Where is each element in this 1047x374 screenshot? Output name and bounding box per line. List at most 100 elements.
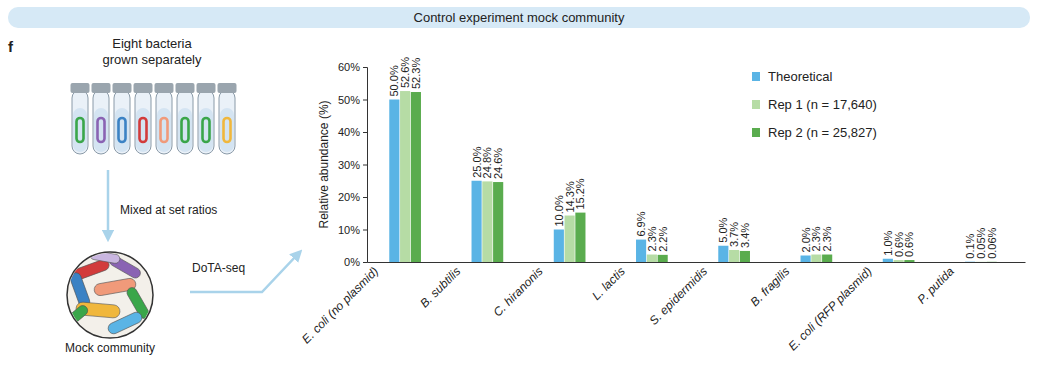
data-label: 24.6%: [492, 148, 504, 179]
bars: [389, 91, 996, 262]
y-tick-mark: [363, 165, 367, 166]
arrow: [190, 254, 298, 292]
legend-label: Rep 2 (n = 25,827): [768, 125, 877, 140]
tube-cap: [134, 83, 153, 93]
bar: [658, 255, 668, 262]
tube: [219, 90, 235, 154]
header-title: Control experiment mock community: [414, 10, 625, 25]
diagram-text: Mock community: [65, 341, 155, 355]
legend-swatch: [752, 72, 760, 81]
bar: [493, 182, 503, 262]
legend-item: Rep 2 (n = 25,827): [752, 125, 877, 140]
tube-liquid: [73, 108, 87, 152]
arrow: [107, 170, 110, 236]
x-tick: E. coli (no plasmid): [299, 262, 408, 346]
bar: [636, 240, 646, 262]
header-banner: [8, 7, 1030, 28]
tube-liquid: [178, 108, 192, 152]
bar: [575, 213, 585, 262]
bar: [482, 181, 492, 262]
bar: [822, 255, 832, 262]
y-tick: 50%: [338, 94, 367, 106]
tube-cell: [119, 118, 126, 142]
tube-cell: [98, 118, 105, 142]
x-axis-line: [368, 262, 1026, 263]
bar: [894, 260, 904, 262]
cell: [106, 310, 143, 335]
data-label: 15.2%: [574, 178, 586, 209]
data-label: 0.6%: [903, 232, 915, 257]
y-tick: 0%: [344, 256, 367, 268]
bar: [883, 259, 893, 262]
data-label: 3.4%: [739, 223, 751, 248]
tube: [72, 90, 88, 154]
tube: [93, 90, 109, 154]
diagram-text: Eight bacteria: [112, 36, 192, 51]
bar: [801, 256, 811, 263]
x-tick: E. coli (RFP plasmid): [785, 262, 901, 353]
diagram: Eight bacteriagrown separatelyMixed at s…: [60, 36, 298, 355]
y-axis-line: [363, 68, 368, 263]
y-tick-label: 40%: [338, 126, 360, 138]
y-tick-label: 60%: [338, 61, 360, 73]
tube-cap: [155, 83, 174, 93]
tube-cell: [140, 118, 147, 142]
data-label: 2.3%: [821, 226, 833, 251]
tube-cell: [161, 118, 168, 142]
tube-liquid: [199, 108, 213, 152]
y-tick: 30%: [338, 159, 367, 171]
tube-cell: [182, 118, 189, 142]
tube-cap: [113, 83, 132, 93]
tube-liquid: [220, 108, 234, 152]
diagram-text: DoTA-seq: [192, 261, 245, 275]
x-tick: L. lactis: [589, 262, 655, 303]
bar: [718, 246, 728, 262]
x-axis: E. coli (no plasmid)B. subtilis C. hirano…: [299, 262, 1025, 353]
bar: [976, 261, 986, 262]
x-tick-label: C. hiranonis: [490, 264, 545, 319]
bar: [647, 255, 657, 262]
tube: [177, 90, 193, 154]
tube: [198, 90, 214, 154]
bar: [904, 260, 914, 262]
x-tick: C. hiranonis: [490, 262, 572, 319]
chart: 0% 10% 20% 30% 40% 50% 60% Relative abundance (…: [299, 57, 1025, 354]
bar: [472, 181, 482, 262]
y-tick-mark: [363, 230, 367, 231]
cell: [60, 304, 89, 331]
panel-letter: f: [8, 38, 14, 55]
tube-liquid: [136, 108, 150, 152]
y-tick-mark: [363, 100, 367, 101]
x-tick: P. putida: [915, 262, 984, 307]
tube-liquid: [94, 108, 108, 152]
tube-cap: [176, 83, 195, 93]
bar: [740, 251, 750, 262]
legend-label: Theoretical: [768, 69, 832, 84]
tube-liquid: [157, 108, 171, 152]
bar: [411, 92, 421, 262]
tube-cap: [71, 83, 90, 93]
y-tick-label: 50%: [338, 94, 360, 106]
x-tick: B. fragilis: [748, 262, 820, 309]
data-label: 52.3%: [410, 58, 422, 89]
legend-item: Theoretical: [752, 69, 832, 84]
bar: [811, 255, 821, 262]
y-tick: 20%: [338, 191, 367, 203]
y-tick: 10%: [338, 224, 367, 236]
tube: [156, 90, 172, 154]
community-circle: [67, 252, 153, 338]
y-tick-mark: [363, 262, 367, 263]
y-axis-title: Relative abundance (%): [317, 100, 331, 228]
data-label: 2.2%: [657, 227, 669, 252]
tube-cell: [224, 118, 231, 142]
x-tick-label: P. putida: [915, 264, 958, 307]
legend-label: Rep 1 (n = 17,640): [768, 97, 877, 112]
tube-cap: [197, 83, 216, 93]
x-tick-label: B. subtilis: [417, 264, 463, 310]
y-tick-label: 0%: [344, 256, 360, 268]
x-tick-label: B. fragilis: [748, 264, 793, 309]
data-label: 0.06%: [986, 227, 998, 258]
data-labels: 50.0%25.0%10.0%6.9%5.0%2.0%1.0%0.1%52.6%…: [388, 57, 997, 259]
y-tick-label: 10%: [338, 224, 360, 236]
legend-swatch: [752, 128, 760, 137]
